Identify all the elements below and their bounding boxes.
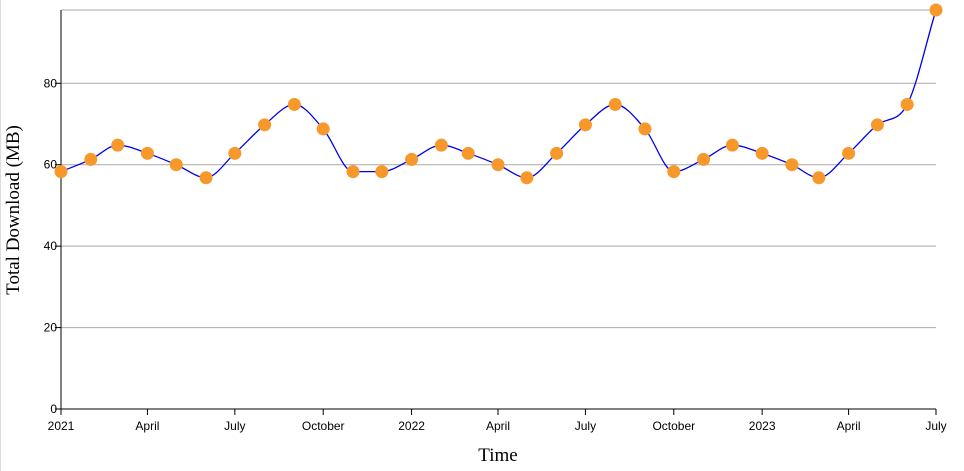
data-point bbox=[405, 152, 419, 166]
data-point bbox=[287, 97, 301, 111]
data-point bbox=[316, 122, 330, 136]
x-tick-label: 2022 bbox=[398, 419, 425, 433]
data-point bbox=[608, 97, 622, 111]
data-point bbox=[550, 146, 564, 160]
data-point bbox=[812, 171, 826, 185]
window-left-edge bbox=[0, 0, 1, 471]
x-tick-label: April bbox=[135, 419, 159, 433]
data-point bbox=[375, 165, 389, 179]
x-tick-label: July bbox=[224, 419, 245, 433]
y-tick-label: 20 bbox=[44, 321, 58, 335]
data-point bbox=[755, 146, 769, 160]
data-point bbox=[929, 3, 943, 17]
data-point bbox=[667, 165, 681, 179]
data-point bbox=[169, 158, 183, 172]
x-tick-label: July bbox=[575, 419, 596, 433]
axes: 0 20 40 60 80 2021 April July October 2022 April Ju… bbox=[44, 10, 947, 433]
x-tick-label: April bbox=[837, 419, 861, 433]
data-point bbox=[697, 152, 711, 166]
data-point bbox=[870, 118, 884, 132]
data-point bbox=[199, 171, 213, 185]
x-tick-label: April bbox=[486, 419, 510, 433]
data-point bbox=[84, 152, 98, 166]
data-point bbox=[785, 158, 799, 172]
data-point bbox=[900, 97, 914, 111]
x-tick-label: October bbox=[302, 419, 345, 433]
x-tick-label: 2021 bbox=[48, 419, 75, 433]
y-axis-title: Total Download (MB) bbox=[3, 125, 24, 295]
data-point bbox=[228, 146, 242, 160]
data-point bbox=[258, 118, 272, 132]
data-point bbox=[842, 146, 856, 160]
x-axis-title: Time bbox=[478, 445, 517, 466]
y-tick-label: 60 bbox=[44, 158, 58, 172]
data-point bbox=[461, 146, 475, 160]
data-point bbox=[725, 138, 739, 152]
data-point bbox=[434, 138, 448, 152]
y-tick-label: 0 bbox=[50, 402, 57, 416]
data-point bbox=[638, 122, 652, 136]
data-point bbox=[346, 165, 360, 179]
data-point bbox=[111, 138, 125, 152]
data-point bbox=[54, 165, 68, 179]
data-points bbox=[54, 3, 943, 185]
x-tick-label: October bbox=[652, 419, 695, 433]
y-tick-label: 80 bbox=[44, 76, 58, 90]
x-tick-label: July bbox=[925, 419, 946, 433]
data-point bbox=[491, 158, 505, 172]
series-line bbox=[60, 9, 937, 179]
data-point bbox=[578, 118, 592, 132]
x-tick-label: 2023 bbox=[749, 419, 776, 433]
data-point bbox=[140, 146, 154, 160]
data-point bbox=[520, 171, 534, 185]
y-tick-label: 40 bbox=[44, 239, 58, 253]
